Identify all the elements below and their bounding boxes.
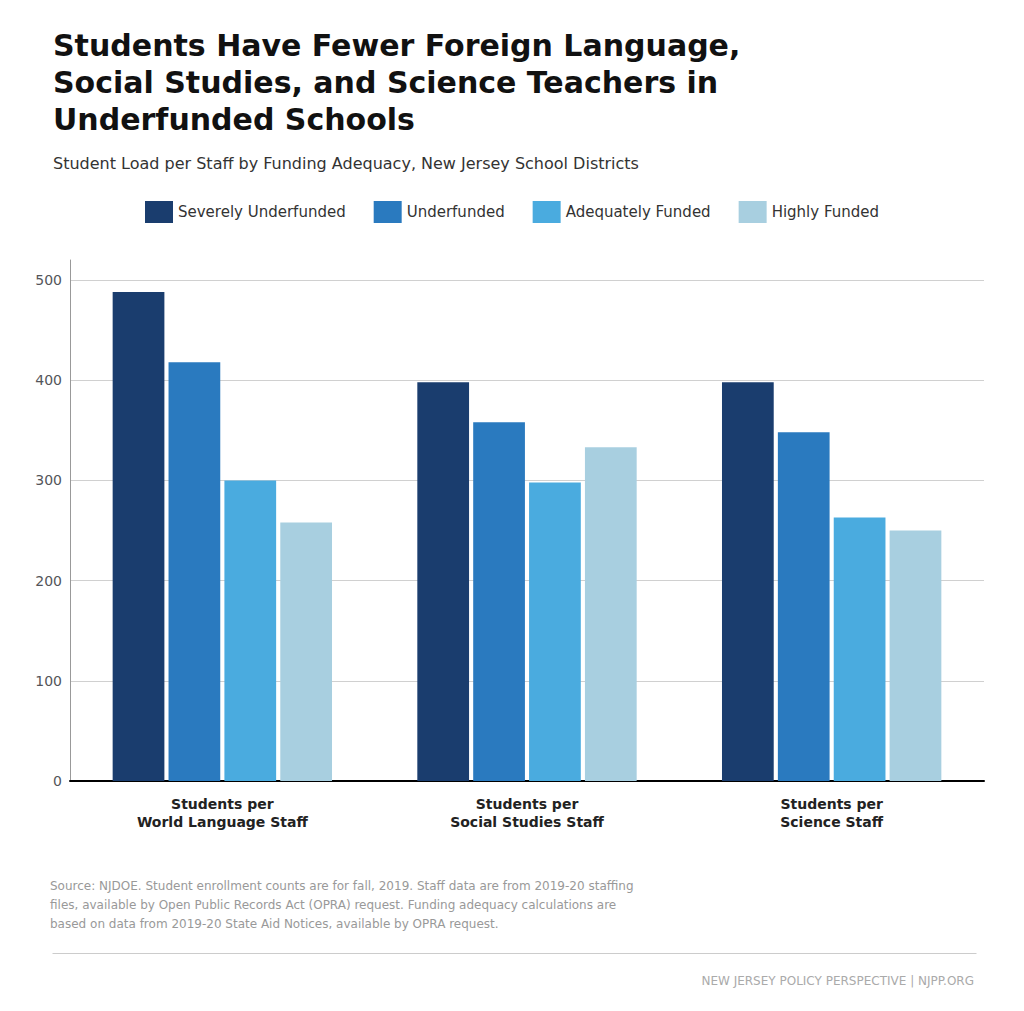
svg-text:Severely Underfunded: Severely Underfunded: [178, 203, 346, 221]
svg-text:Social Studies, and Science Te: Social Studies, and Science Teachers in: [53, 65, 718, 100]
svg-text:0: 0: [53, 773, 62, 789]
svg-text:Students per: Students per: [780, 796, 883, 812]
svg-text:Underfunded: Underfunded: [407, 203, 505, 221]
svg-text:Students Have Fewer Foreign La: Students Have Fewer Foreign Language,: [53, 28, 740, 63]
svg-text:Science Staff: Science Staff: [780, 814, 884, 830]
svg-text:Student Load per Staff by Fund: Student Load per Staff by Funding Adequa…: [53, 154, 639, 173]
svg-text:Social Studies Staff: Social Studies Staff: [450, 814, 604, 830]
svg-text:NEW JERSEY POLICY PERSPECTIVE: NEW JERSEY POLICY PERSPECTIVE | NJPP.ORG: [701, 974, 974, 988]
svg-text:300: 300: [35, 472, 62, 488]
svg-text:500: 500: [35, 272, 62, 288]
svg-text:100: 100: [35, 673, 62, 689]
svg-text:200: 200: [35, 573, 62, 589]
svg-text:files, available by Open Publi: files, available by Open Public Records …: [50, 898, 616, 912]
svg-text:Highly Funded: Highly Funded: [772, 203, 879, 221]
svg-text:Underfunded Schools: Underfunded Schools: [53, 102, 415, 137]
svg-text:Students per: Students per: [476, 796, 579, 812]
svg-text:400: 400: [35, 372, 62, 388]
svg-text:Source: NJDOE. Student enrollm: Source: NJDOE. Student enrollment counts…: [50, 879, 634, 893]
svg-text:Students per: Students per: [171, 796, 274, 812]
svg-text:Adequately Funded: Adequately Funded: [566, 203, 711, 221]
svg-text:World Language Staff: World Language Staff: [137, 814, 309, 830]
svg-text:based on data from 2019-20 Sta: based on data from 2019-20 State Aid Not…: [50, 917, 499, 931]
